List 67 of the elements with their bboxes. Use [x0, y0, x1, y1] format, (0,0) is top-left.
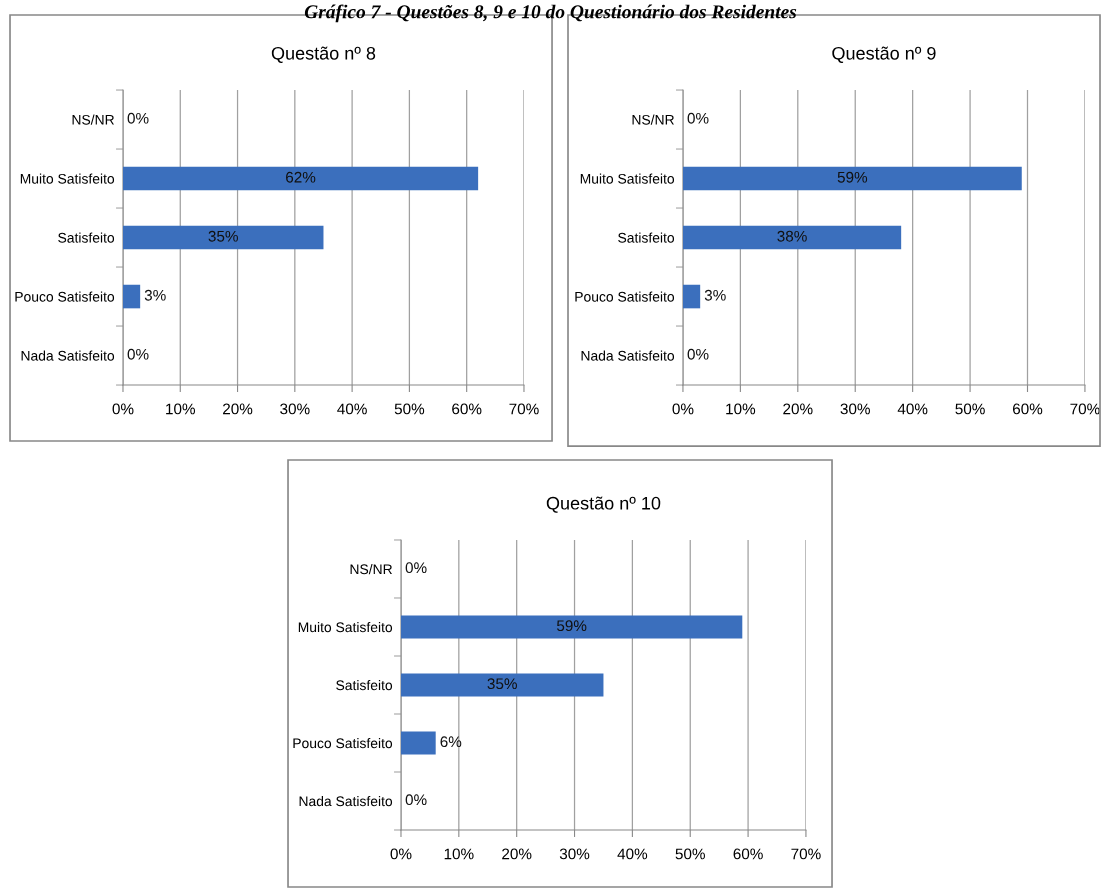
bar [682, 284, 701, 309]
y-tick-label: Satisfeito [58, 232, 115, 243]
y-tick-label: Muito Satisfeito [298, 621, 393, 633]
data-label: 35% [208, 230, 238, 242]
x-tick-label: 30% [280, 403, 310, 415]
x-tick-label: 70% [509, 403, 539, 415]
y-tick-label: Satisfeito [336, 679, 393, 691]
x-tick-label: 10% [444, 848, 474, 860]
y-tick-label: NS/NR [72, 114, 114, 125]
chart-title: Questão nº 10 [546, 496, 661, 513]
y-tick-label: Satisfeito [618, 232, 675, 243]
x-tick-label: 60% [733, 848, 763, 860]
data-label: 0% [127, 348, 149, 360]
x-tick-label: 40% [337, 403, 367, 415]
x-tick-label: 70% [791, 848, 821, 860]
data-label: 38% [777, 230, 807, 242]
y-tick-label: Nada Satisfeito [581, 350, 675, 361]
x-tick-label: 70% [1070, 403, 1100, 415]
bar [682, 225, 902, 250]
data-label: 0% [687, 348, 709, 360]
data-label: 59% [837, 171, 868, 183]
bar [682, 166, 1022, 191]
y-tick-label: Nada Satisfeito [21, 350, 115, 361]
x-tick-label: 50% [955, 403, 985, 415]
x-tick-label: 20% [223, 403, 253, 415]
y-tick-label: Pouco Satisfeito [293, 737, 393, 749]
y-tick-label: Pouco Satisfeito [575, 291, 675, 302]
y-tick-label: Muito Satisfeito [580, 173, 675, 184]
y-tick-label: Muito Satisfeito [20, 173, 115, 184]
data-label: 59% [556, 620, 587, 632]
bar [400, 731, 436, 755]
bar [400, 615, 743, 639]
bar [122, 166, 479, 191]
bar [400, 673, 604, 697]
y-tick-label: NS/NR [632, 114, 674, 125]
y-tick-label: NS/NR [350, 563, 393, 575]
data-label: 3% [144, 289, 166, 301]
data-label: 35% [487, 678, 517, 690]
x-tick-label: 10% [166, 403, 196, 415]
x-tick-label: 20% [783, 403, 813, 415]
data-label: 0% [127, 112, 149, 124]
x-tick-label: 50% [675, 848, 705, 860]
chart-title: Questão nº 8 [271, 46, 376, 63]
x-tick-label: 0% [112, 403, 134, 415]
data-label: 62% [286, 171, 316, 183]
bar [122, 225, 324, 250]
y-tick-label: Pouco Satisfeito [15, 291, 115, 302]
chart-title: Questão nº 9 [832, 46, 936, 63]
text: Gráfico 7 - Questões 8, 9 e 10 do Questionário dos Residentes [304, 4, 797, 23]
x-tick-label: 40% [897, 403, 928, 415]
x-tick-label: 30% [559, 848, 590, 860]
x-tick-label: 20% [502, 848, 532, 860]
data-label: 0% [687, 112, 709, 124]
x-tick-label: 60% [1012, 403, 1043, 415]
bar [122, 284, 141, 309]
y-tick-label: Nada Satisfeito [299, 795, 393, 807]
x-tick-label: 30% [840, 403, 870, 415]
x-tick-label: 10% [726, 403, 756, 415]
x-tick-label: 40% [617, 848, 648, 860]
data-label: 3% [704, 289, 726, 301]
x-tick-label: 50% [394, 403, 425, 415]
data-label: 0% [405, 794, 427, 806]
data-label: 6% [440, 736, 462, 748]
x-tick-label: 60% [452, 403, 482, 415]
data-label: 0% [405, 562, 427, 574]
x-tick-label: 0% [672, 403, 694, 415]
x-tick-label: 0% [390, 848, 412, 860]
